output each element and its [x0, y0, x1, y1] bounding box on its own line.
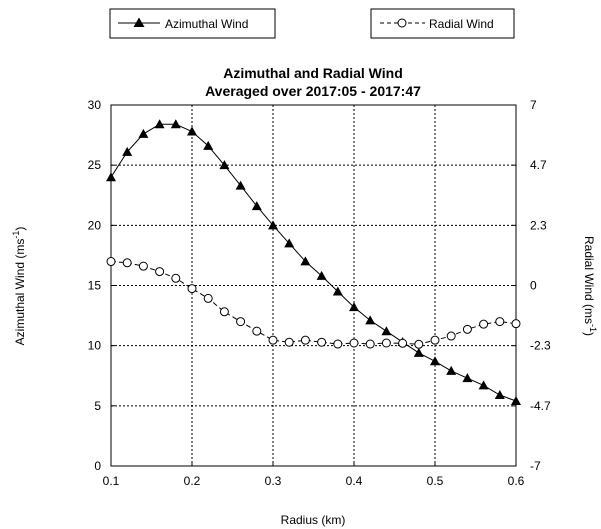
y-left-tick-label: 15 [88, 279, 102, 293]
x-axis-title: Radius (km) [281, 513, 346, 527]
y-right-tick-label: -4.7 [530, 399, 551, 413]
y-left-tick-label: 5 [94, 399, 101, 413]
radial-wind-point [446, 331, 456, 341]
radial-wind-point [317, 337, 327, 347]
y-right-tick-label: 4.7 [530, 158, 547, 172]
azimuthal-wind-point [462, 373, 473, 383]
y-left-tick-label: 25 [88, 158, 102, 172]
azimuthal-wind-point [365, 315, 376, 325]
chart-title-line1: Azimuthal and Radial Wind [223, 65, 403, 81]
y-right-tick-label: -2.3 [530, 339, 551, 353]
x-tick-label: 0.1 [103, 474, 120, 488]
grid [110, 104, 517, 467]
y-right-label-sup: -1 [588, 324, 598, 332]
y-left-tick-label: 20 [88, 218, 102, 232]
radial-wind-point [203, 293, 213, 303]
legend-triangle-marker [133, 17, 145, 27]
azimuthal-wind-point [446, 365, 457, 375]
radial-wind-point [495, 317, 505, 327]
radial-wind-point [381, 338, 391, 348]
radial-wind-point [236, 317, 246, 327]
radial-wind-point [187, 284, 197, 294]
radial-wind-point [252, 326, 262, 336]
azimuthal-wind-point [268, 220, 278, 230]
azimuthal-wind-point [381, 326, 392, 336]
plot-frame [110, 104, 517, 467]
azimuthal-wind-point [170, 119, 181, 129]
x-tick-label: 0.5 [427, 474, 444, 488]
y-right-label-main: Radial Wind (ms [582, 236, 596, 324]
legend-radial: Radial Wind [370, 8, 515, 39]
y-right-tick-label: 0 [530, 279, 537, 293]
radial-wind-point [365, 339, 375, 349]
legend-azimuthal-label: Azimuthal Wind [165, 17, 248, 31]
azimuthal-wind-line [110, 123, 517, 402]
radial-wind-point [462, 324, 472, 334]
y-left-tick-label: 0 [94, 459, 101, 473]
y-left-label-main: Azimuthal Wind (ms [13, 239, 27, 346]
azimuthal-wind-point [203, 140, 214, 150]
radial-wind-point [414, 339, 424, 349]
azimuthal-wind-point [316, 270, 327, 280]
legend-azimuthal: Azimuthal Wind [109, 8, 276, 39]
radial-wind-point [349, 338, 359, 348]
azimuthal-wind-point [187, 126, 197, 136]
x-tick-label: 0.2 [184, 474, 201, 488]
legend-radial-label: Radial Wind [429, 17, 494, 31]
radial-wind-point [155, 267, 165, 277]
azimuthal-wind-point [122, 146, 133, 156]
y-right-tick-label: 7 [530, 98, 537, 112]
azimuthal-wind-point [349, 302, 359, 312]
x-tick-label: 0.3 [265, 474, 282, 488]
y-right-tick-label: 2.3 [530, 218, 547, 232]
azimuthal-wind-point [138, 128, 149, 138]
azimuthal-wind-point [154, 119, 165, 129]
radial-wind-point [430, 335, 440, 345]
y-right-tick-label: -7 [530, 459, 541, 473]
radial-wind-point [171, 273, 181, 283]
azimuthal-wind-point [332, 286, 343, 296]
radial-wind-point [333, 339, 343, 349]
radial-wind-point [122, 258, 132, 268]
radial-wind-point [398, 338, 408, 348]
azimuthal-wind-point [235, 180, 246, 190]
azimuthal-wind-point [251, 201, 262, 211]
y-left-label-sup: -1 [11, 231, 21, 239]
x-tick-label: 0.6 [508, 474, 525, 488]
azimuthal-wind-point [478, 380, 489, 390]
azimuthal-wind-point [494, 390, 505, 400]
chart-title-line2: Averaged over 2017:05 - 2017:47 [205, 83, 421, 99]
x-tick-label: 0.4 [346, 474, 363, 488]
tick-labels: 0.1 0.2 0.3 0.4 0.5 0.6 0 -7 5 -4.7 10 -2.3 15 0 20 2.3… [88, 98, 551, 488]
radial-wind-point [511, 319, 521, 329]
azimuthal-wind-point [284, 238, 295, 248]
radial-wind-line [110, 261, 517, 345]
radial-wind-point [479, 319, 489, 329]
azimuthal-wind-point [106, 172, 116, 182]
series [106, 119, 521, 406]
y-right-label-end: ) [582, 332, 596, 336]
radial-wind-point [300, 335, 310, 345]
azimuthal-wind-point [430, 356, 440, 366]
y-left-label-end: ) [13, 227, 27, 231]
azimuthal-wind-point [219, 160, 230, 170]
azimuthal-wind-point [511, 396, 521, 406]
radial-wind-point [268, 335, 278, 345]
radial-wind-point [284, 337, 294, 347]
radial-wind-point [219, 307, 229, 317]
y-axis-title-right: Radial Wind (ms-1) [582, 236, 598, 336]
legend-circle-marker [397, 18, 407, 28]
y-left-tick-label: 10 [88, 339, 102, 353]
y-left-tick-label: 30 [88, 98, 102, 112]
azimuthal-wind-point [300, 256, 311, 266]
y-axis-title-left: Azimuthal Wind (ms-1) [11, 227, 27, 346]
radial-wind-point [138, 261, 148, 271]
radial-wind-point [106, 257, 116, 267]
azimuthal-wind-point [413, 347, 424, 357]
